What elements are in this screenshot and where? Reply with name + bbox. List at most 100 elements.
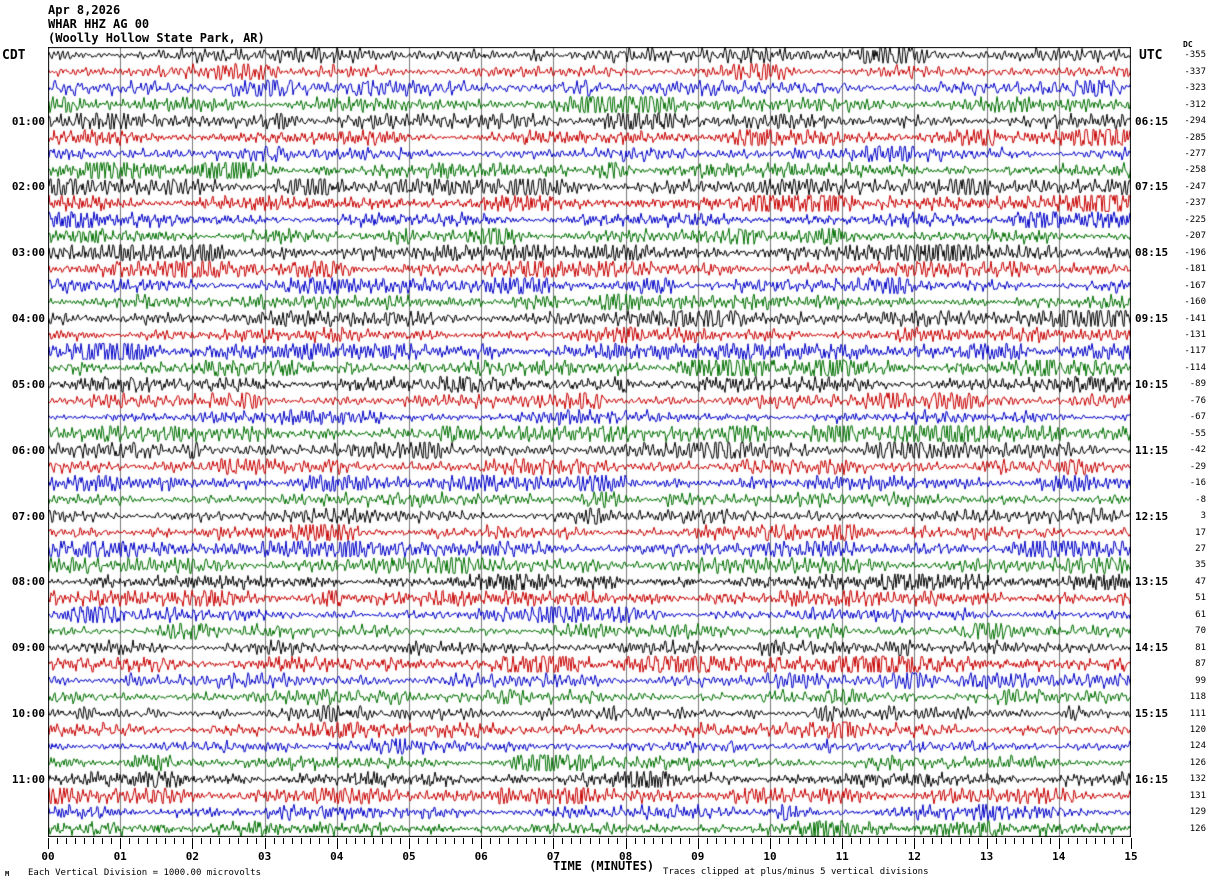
x-axis-title: TIME (MINUTES) xyxy=(553,859,655,873)
clip-note: Traces clipped at plus/minus 5 vertical … xyxy=(663,867,929,877)
axis-minor-tick xyxy=(93,838,94,844)
axis-minor-tick xyxy=(238,838,239,844)
axis-minor-tick xyxy=(382,838,383,844)
axis-minor-tick xyxy=(418,838,419,844)
axis-minor-tick xyxy=(1086,838,1087,844)
axis-minor-tick xyxy=(229,838,230,844)
axis-major-tick xyxy=(120,838,121,849)
hour-label-cdt: 05:00 xyxy=(11,377,45,391)
dc-value: 47 xyxy=(1195,576,1206,587)
axis-minor-tick xyxy=(328,838,329,844)
hour-label-utc: 10:15 xyxy=(1135,377,1169,391)
hour-label-utc: 09:15 xyxy=(1135,312,1169,326)
dc-value: -114 xyxy=(1184,362,1206,373)
hour-label-utc: 11:15 xyxy=(1135,443,1169,457)
axis-minor-tick xyxy=(66,838,67,844)
axis-minor-tick xyxy=(1095,838,1096,844)
seismogram-plot-area xyxy=(48,47,1131,837)
axis-minor-tick xyxy=(129,838,130,844)
axis-minor-tick xyxy=(391,838,392,844)
title-block: Apr 8,2026 WHAR HHZ AG 00 (Woolly Hollow… xyxy=(48,3,265,45)
hour-label-cdt: 03:00 xyxy=(11,246,45,260)
axis-minor-tick xyxy=(201,838,202,844)
axis-minor-tick xyxy=(824,838,825,844)
axis-minor-tick xyxy=(689,838,690,844)
axis-tick-label: 07 xyxy=(546,850,561,863)
axis-minor-tick xyxy=(1041,838,1042,844)
axis-minor-tick xyxy=(671,838,672,844)
axis-minor-tick xyxy=(183,838,184,844)
axis-minor-tick xyxy=(274,838,275,844)
dc-value: -181 xyxy=(1184,264,1206,275)
hour-label-utc: 14:15 xyxy=(1135,641,1169,655)
axis-tick-label: 14 xyxy=(1052,850,1066,863)
axis-minor-tick xyxy=(400,838,401,844)
axis-tick-label: 09 xyxy=(691,850,705,863)
dc-value: -141 xyxy=(1184,313,1206,324)
hour-label-cdt: 08:00 xyxy=(11,575,45,589)
hour-label-cdt: 02:00 xyxy=(11,180,45,194)
dc-value: -312 xyxy=(1184,99,1206,110)
dc-value: 87 xyxy=(1195,659,1206,670)
dc-value: -16 xyxy=(1189,478,1206,489)
axis-minor-tick xyxy=(978,838,979,844)
axis-major-tick xyxy=(337,838,338,849)
axis-minor-tick xyxy=(1068,838,1069,844)
axis-minor-tick xyxy=(219,838,220,844)
axis-minor-tick xyxy=(960,838,961,844)
axis-minor-tick xyxy=(951,838,952,844)
axis-minor-tick xyxy=(608,838,609,844)
dc-value: 81 xyxy=(1195,642,1206,653)
hour-label-utc: 07:15 xyxy=(1135,180,1169,194)
hour-label-cdt: 04:00 xyxy=(11,312,45,326)
axis-minor-tick xyxy=(57,838,58,844)
axis-minor-tick xyxy=(247,838,248,844)
axis-minor-tick xyxy=(75,838,76,844)
axis-minor-tick xyxy=(1122,838,1123,844)
hour-label-utc: 06:15 xyxy=(1135,114,1169,128)
axis-minor-tick xyxy=(174,838,175,844)
axis-minor-tick xyxy=(635,838,636,844)
hour-label-cdt: 07:00 xyxy=(11,509,45,523)
axis-major-tick xyxy=(1131,838,1132,849)
axis-major-tick xyxy=(914,838,915,849)
axis-minor-tick xyxy=(571,838,572,844)
axis-minor-tick xyxy=(508,838,509,844)
dc-value: 27 xyxy=(1195,543,1206,554)
title-date: Apr 8,2026 xyxy=(48,3,121,17)
dc-value: -76 xyxy=(1189,395,1206,406)
axis-minor-tick xyxy=(923,838,924,844)
title-location: (Woolly Hollow State Park, AR) xyxy=(48,31,265,45)
axis-major-tick xyxy=(1059,838,1060,849)
dc-value: 131 xyxy=(1189,790,1206,801)
axis-minor-tick xyxy=(869,838,870,844)
axis-minor-tick xyxy=(590,838,591,844)
axis-major-tick xyxy=(481,838,482,849)
axis-minor-tick xyxy=(156,838,157,844)
hour-label-utc: 08:15 xyxy=(1135,246,1169,260)
title-station: WHAR HHZ AG 00 xyxy=(48,17,150,31)
axis-minor-tick xyxy=(544,838,545,844)
axis-minor-tick xyxy=(797,838,798,844)
axis-minor-tick xyxy=(996,838,997,844)
axis-minor-tick xyxy=(1014,838,1015,844)
axis-minor-tick xyxy=(463,838,464,844)
hour-label-cdt: 06:00 xyxy=(11,443,45,457)
dc-value: 51 xyxy=(1195,593,1206,604)
axis-tick-label: 11 xyxy=(835,850,849,863)
dc-value: -258 xyxy=(1184,165,1206,176)
hour-label-cdt: 01:00 xyxy=(11,114,45,128)
axis-major-tick xyxy=(987,838,988,849)
dc-value: -55 xyxy=(1189,428,1206,439)
hour-label-cdt: 11:00 xyxy=(11,772,45,786)
axis-minor-tick xyxy=(969,838,970,844)
axis-minor-tick xyxy=(734,838,735,844)
dc-value: 61 xyxy=(1195,609,1206,620)
axis-major-tick xyxy=(842,838,843,849)
axis-major-tick xyxy=(626,838,627,849)
axis-minor-tick xyxy=(526,838,527,844)
axis-minor-tick xyxy=(499,838,500,844)
axis-minor-tick xyxy=(761,838,762,844)
axis-minor-tick xyxy=(725,838,726,844)
hour-label-utc: 15:15 xyxy=(1135,707,1169,721)
